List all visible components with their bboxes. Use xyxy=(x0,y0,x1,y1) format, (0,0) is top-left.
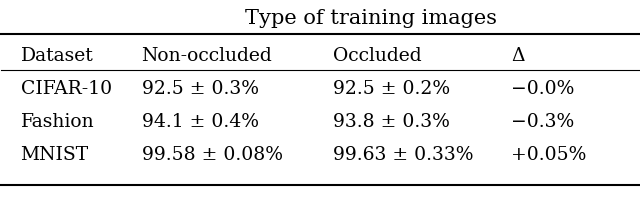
Text: CIFAR-10: CIFAR-10 xyxy=(20,80,111,98)
Text: −0.0%: −0.0% xyxy=(511,80,575,98)
Text: 92.5 ± 0.2%: 92.5 ± 0.2% xyxy=(333,80,450,98)
Text: Occluded: Occluded xyxy=(333,47,421,65)
Text: Dataset: Dataset xyxy=(20,47,93,65)
Text: +0.05%: +0.05% xyxy=(511,146,586,164)
Text: 93.8 ± 0.3%: 93.8 ± 0.3% xyxy=(333,113,450,131)
Text: Type of training images: Type of training images xyxy=(245,9,497,28)
Text: Non-occluded: Non-occluded xyxy=(141,47,273,65)
Text: 99.58 ± 0.08%: 99.58 ± 0.08% xyxy=(141,146,283,164)
Text: −0.3%: −0.3% xyxy=(511,113,575,131)
Text: 99.63 ± 0.33%: 99.63 ± 0.33% xyxy=(333,146,473,164)
Text: 94.1 ± 0.4%: 94.1 ± 0.4% xyxy=(141,113,259,131)
Text: Δ: Δ xyxy=(511,47,525,65)
Text: MNIST: MNIST xyxy=(20,146,88,164)
Text: 92.5 ± 0.3%: 92.5 ± 0.3% xyxy=(141,80,259,98)
Text: Fashion: Fashion xyxy=(20,113,94,131)
